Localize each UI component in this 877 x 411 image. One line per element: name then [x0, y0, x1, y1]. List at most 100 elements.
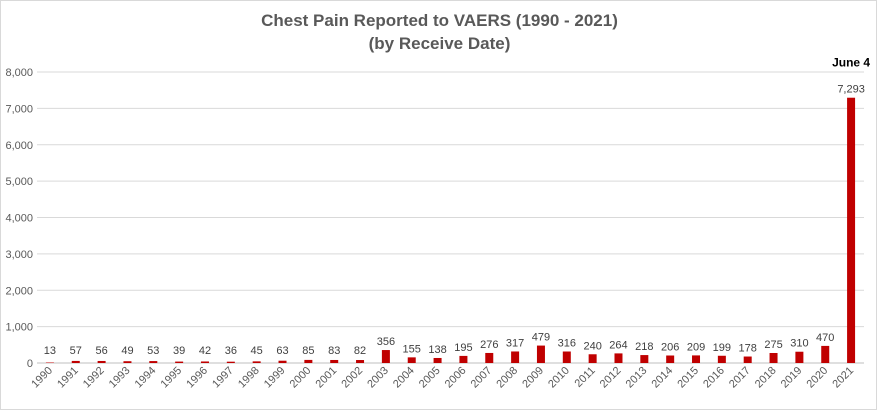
data-label: 218	[635, 341, 653, 353]
data-label: 57	[70, 345, 82, 357]
x-tick-label: 2004	[391, 365, 417, 391]
bar	[356, 360, 364, 363]
x-tick-label: 1991	[55, 365, 81, 391]
bar	[821, 346, 829, 363]
bar	[589, 354, 597, 363]
data-label: 13	[44, 345, 56, 357]
x-tick-label: 2002	[339, 365, 365, 391]
data-label: 206	[661, 342, 679, 354]
x-tick-label: 1999	[262, 365, 288, 391]
bar	[72, 361, 80, 363]
x-tick-label: 2000	[288, 365, 314, 391]
bar	[408, 357, 416, 363]
bar	[459, 356, 467, 363]
data-label: 63	[276, 345, 288, 357]
data-label: 56	[95, 345, 107, 357]
y-tick-label: 4,000	[5, 213, 33, 225]
bar	[614, 353, 622, 363]
data-label: 276	[480, 339, 498, 351]
bar	[227, 362, 235, 363]
x-tick-label: 2003	[365, 365, 391, 391]
data-label: 264	[609, 339, 627, 351]
x-tick-label: 1998	[236, 365, 262, 391]
bar	[434, 358, 442, 363]
x-tick-label: 1996	[184, 365, 210, 391]
bar	[511, 351, 519, 363]
data-label: 479	[532, 332, 550, 344]
y-tick-label: 6,000	[5, 140, 33, 152]
x-tick-label: 2008	[494, 365, 520, 391]
bar	[382, 350, 390, 363]
y-tick-label: 8,000	[5, 67, 33, 79]
data-label: 275	[764, 339, 782, 351]
data-label: 49	[121, 345, 133, 357]
x-tick-label: 2018	[753, 365, 779, 391]
bar	[847, 98, 855, 363]
bar	[640, 355, 648, 363]
x-tick-label: 2019	[779, 365, 805, 391]
bar	[98, 361, 106, 363]
bar	[201, 361, 209, 363]
bar	[485, 353, 493, 363]
bar	[795, 352, 803, 363]
x-tick-label: 2005	[417, 365, 443, 391]
x-tick-label: 2006	[443, 365, 469, 391]
x-tick-label: 2016	[701, 365, 727, 391]
x-tick-label: 2001	[314, 365, 340, 391]
x-tick-label: 2014	[649, 365, 675, 391]
bar	[149, 361, 157, 363]
x-tick-label: 2012	[598, 365, 624, 391]
x-tick-label: 1990	[29, 365, 55, 391]
bar	[744, 357, 752, 363]
x-tick-label: 1992	[81, 365, 107, 391]
x-tick-label: 1993	[107, 365, 133, 391]
bar	[718, 356, 726, 363]
data-label: 178	[739, 343, 757, 355]
y-tick-label: 1,000	[5, 322, 33, 334]
bar	[770, 353, 778, 363]
data-label: 316	[558, 338, 576, 350]
data-label: 470	[816, 332, 834, 344]
data-label: 195	[454, 342, 472, 354]
data-label: 83	[328, 345, 340, 357]
bar	[666, 356, 674, 363]
data-label: 45	[251, 345, 263, 357]
annotation-label: June 4	[832, 56, 870, 70]
x-tick-label: 2011	[573, 365, 598, 390]
y-tick-label: 5,000	[5, 176, 33, 188]
x-tick-label: 2013	[624, 365, 650, 391]
data-label: 138	[428, 344, 446, 356]
x-tick-label: 2015	[675, 365, 701, 391]
data-label: 42	[199, 345, 211, 357]
x-tick-label: 2017	[727, 365, 753, 391]
y-tick-label: 2,000	[5, 285, 33, 297]
data-label: 85	[302, 345, 314, 357]
y-tick-label: 3,000	[5, 249, 33, 261]
data-label: 36	[225, 345, 237, 357]
x-tick-label: 1997	[210, 365, 236, 391]
data-label: 317	[506, 337, 524, 349]
data-label: 356	[377, 336, 395, 348]
data-label: 53	[147, 345, 159, 357]
x-tick-label: 1994	[133, 365, 159, 391]
x-tick-label: 2010	[546, 365, 572, 391]
data-label: 155	[403, 343, 421, 355]
bar	[330, 360, 338, 363]
bar	[537, 346, 545, 363]
data-label: 310	[790, 338, 808, 350]
data-label: 82	[354, 345, 366, 357]
x-tick-label: 2020	[805, 365, 831, 391]
data-label: 209	[687, 341, 705, 353]
x-tick-label: 2007	[469, 365, 495, 391]
x-tick-label: 2021	[830, 365, 856, 391]
x-tick-label: 1995	[158, 365, 184, 391]
bar	[692, 355, 700, 363]
bar	[279, 361, 287, 363]
data-label: 39	[173, 345, 185, 357]
bar	[123, 361, 131, 363]
bar	[175, 362, 183, 363]
data-label: 7,293	[837, 84, 865, 96]
data-label: 199	[713, 342, 731, 354]
